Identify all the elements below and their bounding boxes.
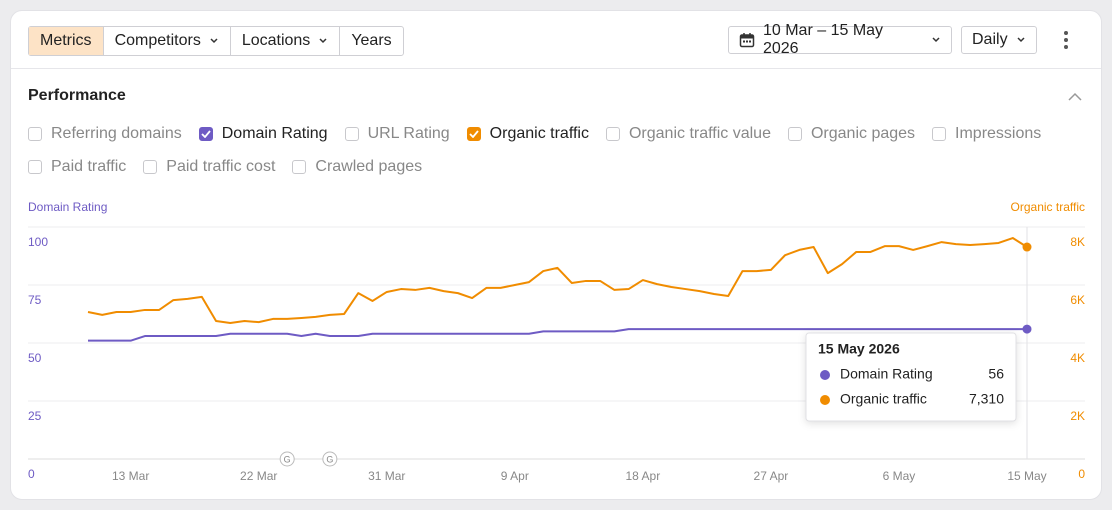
checkbox xyxy=(466,127,481,141)
checkbox xyxy=(28,160,42,174)
checkbox-option[interactable]: Organic traffic value xyxy=(605,125,771,143)
option-row: Referring domains Domain Rating URL Rating… xyxy=(28,125,1041,143)
y-tick-label: 50 xyxy=(28,351,42,365)
x-tick-label: 13 Mar xyxy=(112,469,149,483)
tooltip-series-name: Domain Rating xyxy=(840,366,933,382)
checkbox-label: Organic traffic xyxy=(489,125,589,142)
checkbox xyxy=(198,127,213,141)
tab-label: Years xyxy=(351,32,392,49)
checkbox xyxy=(932,127,947,141)
date-range: 10 Mar – 15 May 2026 xyxy=(762,22,884,57)
more-menu[interactable] xyxy=(1061,30,1071,50)
checkbox-label: Organic pages xyxy=(810,125,916,142)
tab[interactable]: Locations xyxy=(229,27,340,55)
tooltip-series-name: Organic traffic xyxy=(840,391,927,407)
checkbox-option[interactable]: Organic pages xyxy=(787,125,916,143)
checkbox-option[interactable]: Referring domains xyxy=(28,125,182,143)
chevron xyxy=(932,37,940,43)
checkbox-label: Crawled pages xyxy=(315,158,423,175)
endpoint-dot xyxy=(1022,242,1032,252)
checkbox-option[interactable]: Domain Rating xyxy=(198,125,328,143)
y2-axis-label: Organic traffic xyxy=(1011,200,1085,214)
checkbox xyxy=(605,127,620,141)
y2-tick-label: 2K xyxy=(1070,409,1085,423)
x-tick-label: 22 Mar xyxy=(240,469,277,483)
annotation-label: G xyxy=(284,454,291,464)
chevron xyxy=(209,37,219,45)
y2-tick-label: 8K xyxy=(1070,235,1085,249)
checkbox-label: Paid traffic cost xyxy=(166,158,276,175)
checkbox xyxy=(143,160,158,174)
y-tick-label: 100 xyxy=(28,235,48,249)
tab-label: Locations xyxy=(241,32,311,49)
checkbox-label: Domain Rating xyxy=(221,125,328,142)
checkbox-option[interactable]: URL Rating xyxy=(344,125,450,143)
chevron xyxy=(1017,37,1025,43)
y2-tick-label: 0 xyxy=(1078,467,1085,481)
y-tick-label: 75 xyxy=(28,293,42,307)
y-tick-label: 0 xyxy=(28,467,35,481)
tab-label: Competitors xyxy=(114,32,201,49)
checkbox xyxy=(344,127,359,141)
y-tick-label: 25 xyxy=(28,409,42,423)
checkbox-option[interactable]: Crawled pages xyxy=(292,158,422,176)
y2-tick-label: 6K xyxy=(1070,293,1085,307)
calendar-icon xyxy=(739,33,755,48)
tooltip-dot xyxy=(820,395,830,405)
chevron xyxy=(318,37,328,45)
tab[interactable]: Years xyxy=(339,27,402,55)
x-tick-label: 15 May xyxy=(1007,469,1046,483)
interval: Daily xyxy=(972,31,1008,48)
checkbox xyxy=(28,127,42,141)
x-tick-label: 31 Mar xyxy=(368,469,405,483)
tooltip-value: 7,310 xyxy=(969,391,1004,407)
y2-tick-label: 4K xyxy=(1070,351,1085,365)
tooltip-value: 56 xyxy=(988,366,1004,382)
x-tick-label: 18 Apr xyxy=(626,469,661,483)
series-line xyxy=(88,328,1027,342)
tooltip-dot xyxy=(820,370,830,380)
interval-button[interactable]: Daily xyxy=(961,26,1037,54)
checkbox-option[interactable]: Organic traffic xyxy=(466,125,589,143)
checkbox-label: URL Rating xyxy=(367,125,450,142)
checkbox-option[interactable]: Impressions xyxy=(932,125,1041,143)
tooltip xyxy=(805,332,1017,422)
performance-card: Metrics Competitors Locations Years 10 Mar … xyxy=(10,10,1102,500)
tooltip-title: 15 May 2026 xyxy=(818,341,900,357)
series-line xyxy=(87,237,1028,324)
annotation-label: G xyxy=(326,454,333,464)
x-tick-label: 9 Apr xyxy=(501,469,529,483)
tab-label: Metrics xyxy=(40,32,92,49)
option-row: Paid traffic Paid traffic cost Crawled pag… xyxy=(28,158,422,176)
x-tick-label: 6 May xyxy=(883,469,916,483)
collapse-button[interactable] xyxy=(1067,91,1083,103)
checkbox xyxy=(787,127,802,141)
checkbox-label: Referring domains xyxy=(51,125,182,142)
date-range-button[interactable]: 10 Mar – 15 May 2026 xyxy=(728,22,952,57)
panel-title: Performance xyxy=(28,87,126,104)
endpoint-dot xyxy=(1022,324,1032,334)
x-tick-label: 27 Apr xyxy=(754,469,789,483)
tab[interactable]: Metrics xyxy=(29,27,103,55)
checkbox-label: Paid traffic xyxy=(51,158,127,175)
annotation-marker xyxy=(322,451,338,467)
checkbox-label: Organic traffic value xyxy=(628,125,771,142)
checkbox-option[interactable]: Paid traffic xyxy=(28,158,126,176)
tab[interactable]: Competitors xyxy=(102,27,230,55)
y-axis-label: Domain Rating xyxy=(28,200,107,214)
annotation-marker xyxy=(279,451,295,467)
toolbar: Metrics Competitors Locations Years 10 Mar … xyxy=(11,11,1101,69)
checkbox-label: Impressions xyxy=(955,125,1042,142)
checkbox xyxy=(292,160,307,174)
tab-group: Metrics Competitors Locations Years xyxy=(28,26,404,56)
checkbox-option[interactable]: Paid traffic cost xyxy=(143,158,275,176)
